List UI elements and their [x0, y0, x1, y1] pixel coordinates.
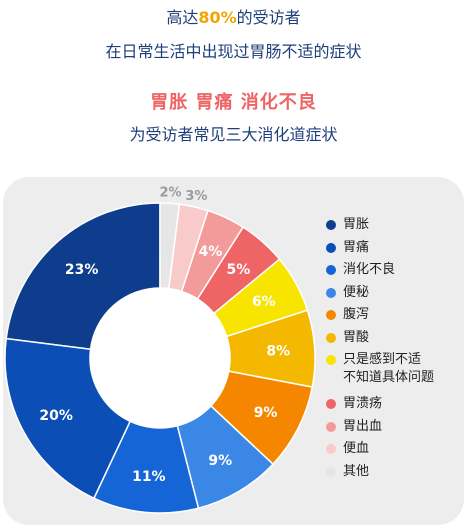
- legend-swatch: [326, 466, 336, 477]
- legend-swatch: [326, 242, 336, 253]
- data-label-5: 9%: [254, 405, 278, 421]
- chart-panel: 23% 20% 11% 9% 9% 8% 6% 5% 4% 3% 2% 胃胀胃痛消化不良便秘腹泻胃酸…: [3, 177, 464, 525]
- legend-label: 便秘: [343, 284, 370, 300]
- legend-label: 消化不良: [343, 262, 396, 277]
- data-label-9: 4%: [199, 244, 223, 260]
- legend-label: 便血: [343, 441, 370, 456]
- donut-hole: [90, 288, 230, 428]
- legend-swatch: [326, 220, 336, 230]
- headline-suffix: 的受访者: [236, 8, 301, 27]
- legend-label: 腹泻: [343, 307, 370, 322]
- data-label-1: 23%: [65, 262, 99, 278]
- data-label-8: 5%: [226, 262, 250, 278]
- legend-swatch: [326, 332, 336, 343]
- data-label-11: 2%: [159, 185, 181, 200]
- top-symptoms-subtitle: 为受访者常见三大消化道症状: [129, 125, 338, 144]
- legend-swatch: [326, 310, 336, 320]
- data-label-4: 9%: [208, 453, 232, 469]
- legend-swatch: [326, 355, 336, 365]
- legend-swatch: [326, 399, 336, 409]
- legend-label: 只是感到不适 不知道具体问题: [343, 352, 435, 385]
- top-symptoms-title: 胃胀 胃痛 消化不良: [150, 92, 317, 113]
- legend-label: 胃痛: [343, 239, 370, 255]
- headline-line-1: 高达80%的受访者: [0, 4, 467, 28]
- donut-chart: 23% 20% 11% 9% 9% 8% 6%5%4% 3% 2%: [4, 185, 316, 514]
- headline-line-2: 在日常生活中出现过胃肠不适的症状: [105, 42, 362, 61]
- legend-swatch: [326, 265, 336, 275]
- legend-swatch: [326, 444, 336, 454]
- legend-label: 胃酸: [343, 329, 370, 345]
- headline-prefix: 高达: [166, 8, 199, 27]
- legend-label: 胃出血: [343, 418, 383, 434]
- data-label-3: 11%: [132, 469, 166, 485]
- data-label-6: 8%: [266, 344, 290, 360]
- data-label-2: 20%: [39, 408, 73, 424]
- headline-highlight: 80%: [198, 8, 237, 27]
- data-label-10: 3%: [185, 189, 207, 204]
- legend-label: 其他: [343, 463, 370, 479]
- data-label-7: 6%: [252, 294, 276, 310]
- legend-label: 胃溃疡: [343, 396, 383, 411]
- legend-swatch: [326, 287, 336, 298]
- legend-label: 胃胀: [343, 217, 370, 232]
- legend-swatch: [326, 421, 336, 432]
